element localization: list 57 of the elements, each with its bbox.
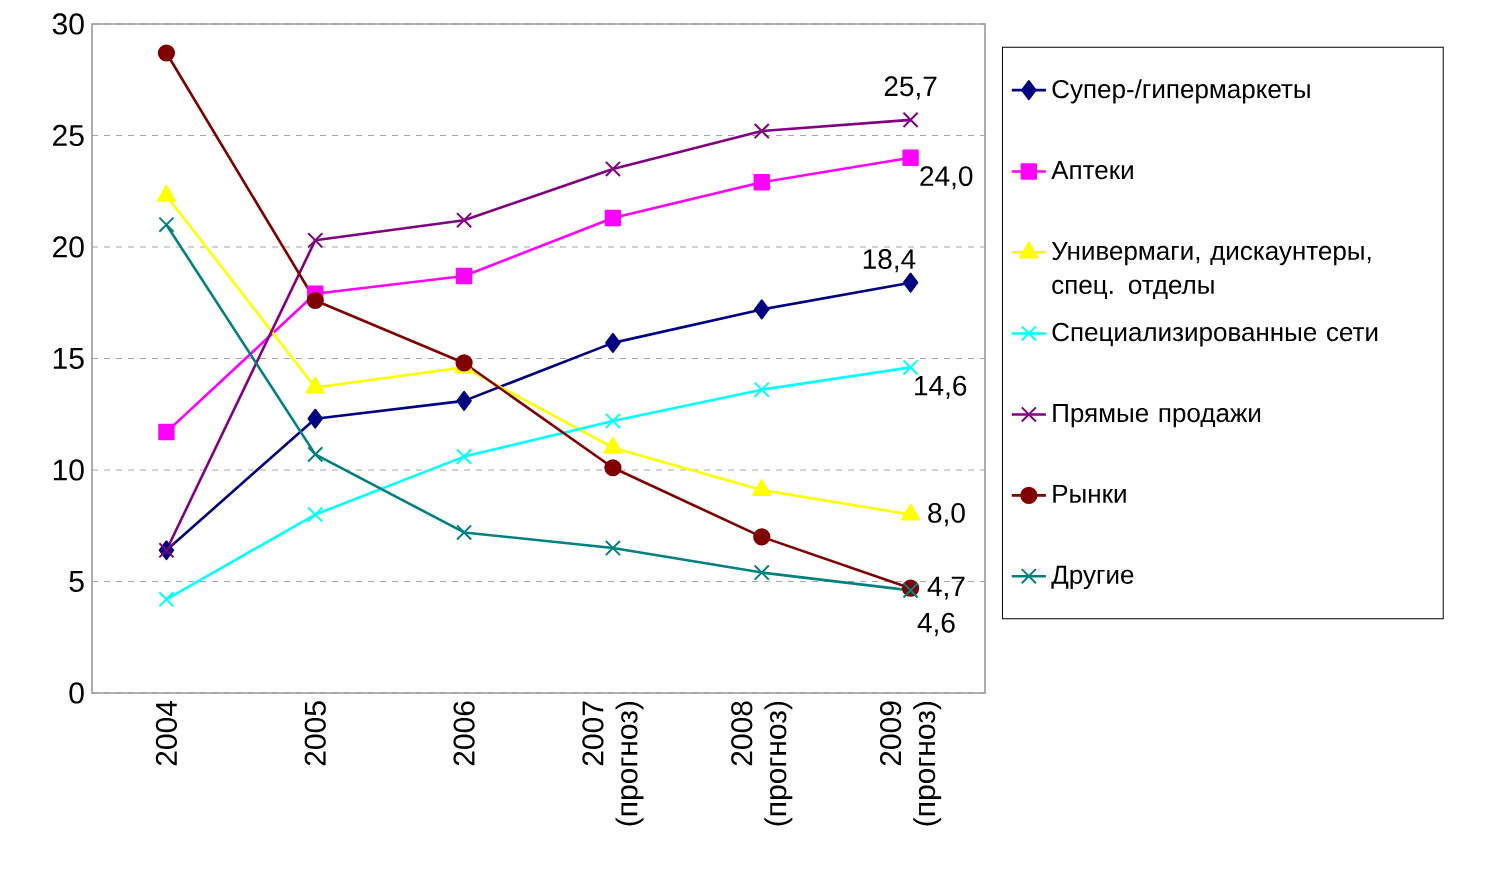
point xyxy=(753,564,770,581)
point xyxy=(753,174,770,191)
point xyxy=(456,212,473,229)
point xyxy=(307,232,324,249)
legend-label: Другие xyxy=(1051,565,1134,590)
point xyxy=(902,111,919,128)
point xyxy=(157,44,176,62)
point xyxy=(306,291,324,310)
y-tick-label: 25 xyxy=(53,124,84,147)
point xyxy=(604,209,622,227)
point xyxy=(753,381,770,398)
point xyxy=(753,122,770,140)
point xyxy=(605,332,621,353)
point xyxy=(604,459,622,477)
y-tick-label: 30 xyxy=(52,13,84,35)
point xyxy=(456,524,473,541)
legend-label: Прямые продажи xyxy=(1053,404,1261,428)
point xyxy=(158,216,175,233)
point xyxy=(604,412,621,429)
y-tick-label: 15 xyxy=(53,348,84,369)
data-label: 8,0 xyxy=(928,503,965,527)
data-label: 4,7 xyxy=(927,576,965,600)
point xyxy=(307,506,324,523)
y-tick-label: 20 xyxy=(53,236,84,258)
y-tick-label: 10 xyxy=(53,459,84,481)
point xyxy=(754,299,770,320)
x-tick-label: 2008 (прогноз) xyxy=(731,701,793,826)
x-tick-label: 2007 (прогноз) xyxy=(582,701,644,826)
data-label: 14,6 xyxy=(915,375,967,399)
data-label: 24,0 xyxy=(920,166,973,190)
point xyxy=(753,528,771,546)
point xyxy=(158,423,175,441)
point xyxy=(604,160,621,178)
y-tick-label: 5 xyxy=(69,571,84,592)
point xyxy=(307,408,324,429)
point xyxy=(902,149,919,166)
y-tick-label: 0 xyxy=(69,682,84,704)
legend-label: Аптеки xyxy=(1051,161,1133,180)
point xyxy=(456,390,472,411)
point xyxy=(158,591,175,608)
legend-label: Супер-/гипермаркеты xyxy=(1052,79,1310,104)
x-tick-label: 2006 xyxy=(453,701,475,766)
point xyxy=(307,446,324,463)
point xyxy=(456,448,473,465)
data-label: 18,4 xyxy=(863,249,916,273)
x-tick-label: 2005 xyxy=(304,701,326,766)
x-tick-label: 2009 (прогноз) xyxy=(879,701,942,826)
point xyxy=(455,267,473,285)
legend-label: Рынки xyxy=(1053,484,1126,503)
point xyxy=(902,272,919,293)
point xyxy=(902,359,919,376)
data-label: 25,7 xyxy=(884,76,937,100)
point xyxy=(604,539,621,557)
legend-label: Специализированные сети xyxy=(1052,322,1378,347)
data-label: 4,6 xyxy=(917,612,955,636)
legend-label: Универмаги, дискаунтеры, спец. отделы xyxy=(1051,241,1371,300)
x-tick-label: 2004 xyxy=(155,700,178,766)
